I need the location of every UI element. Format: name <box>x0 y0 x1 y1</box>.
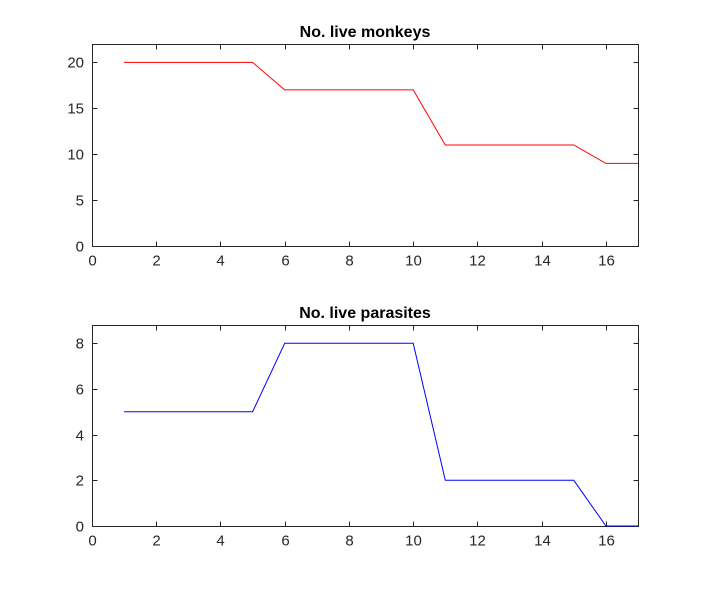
x-tick-label: 2 <box>152 533 160 550</box>
subplot-parasites: No. live parasites 0 2 4 6 8 10 12 14 16 0 2 4 6 8 <box>76 305 639 550</box>
x-tick-label: 8 <box>345 533 353 550</box>
series-line <box>124 61 638 164</box>
chart-title: No. live parasites <box>299 305 431 322</box>
x-tick-label: 10 <box>405 253 422 270</box>
x-tick-label: 10 <box>405 533 422 550</box>
x-tick-label: 12 <box>469 253 486 270</box>
y-tick-label: 20 <box>67 55 84 72</box>
y-tick-label: 15 <box>67 101 84 118</box>
axes-box <box>92 325 639 527</box>
x-tick-label: 0 <box>88 533 96 550</box>
y-tick-label: 0 <box>76 519 84 536</box>
y-tick-label: 8 <box>76 336 84 353</box>
y-tick-label: 2 <box>76 473 84 490</box>
x-tick-label: 12 <box>469 533 486 550</box>
x-tick-label: 6 <box>281 533 289 550</box>
x-tick-label: 4 <box>216 253 224 270</box>
y-tick-label: 0 <box>76 239 84 256</box>
x-tick-label: 6 <box>281 253 289 270</box>
x-tick-label: 8 <box>345 253 353 270</box>
x-tick-label: 14 <box>534 253 551 270</box>
chart-title: No. live monkeys <box>300 24 431 41</box>
x-tick-label: 14 <box>534 533 551 550</box>
x-tick-label: 0 <box>88 253 96 270</box>
y-tick-label: 4 <box>76 428 84 445</box>
y-tick-label: 6 <box>76 382 84 399</box>
x-tick-label: 16 <box>598 253 615 270</box>
x-tick-label: 4 <box>216 533 224 550</box>
series-line <box>124 342 638 527</box>
subplot-monkeys: No. live monkeys 0 2 4 6 8 10 12 14 16 0 5 10 15 20 <box>67 24 639 270</box>
y-tick-label: 5 <box>76 193 84 210</box>
x-tick-label: 2 <box>152 253 160 270</box>
y-tick-label: 10 <box>67 147 84 164</box>
x-tick-label: 16 <box>598 533 615 550</box>
